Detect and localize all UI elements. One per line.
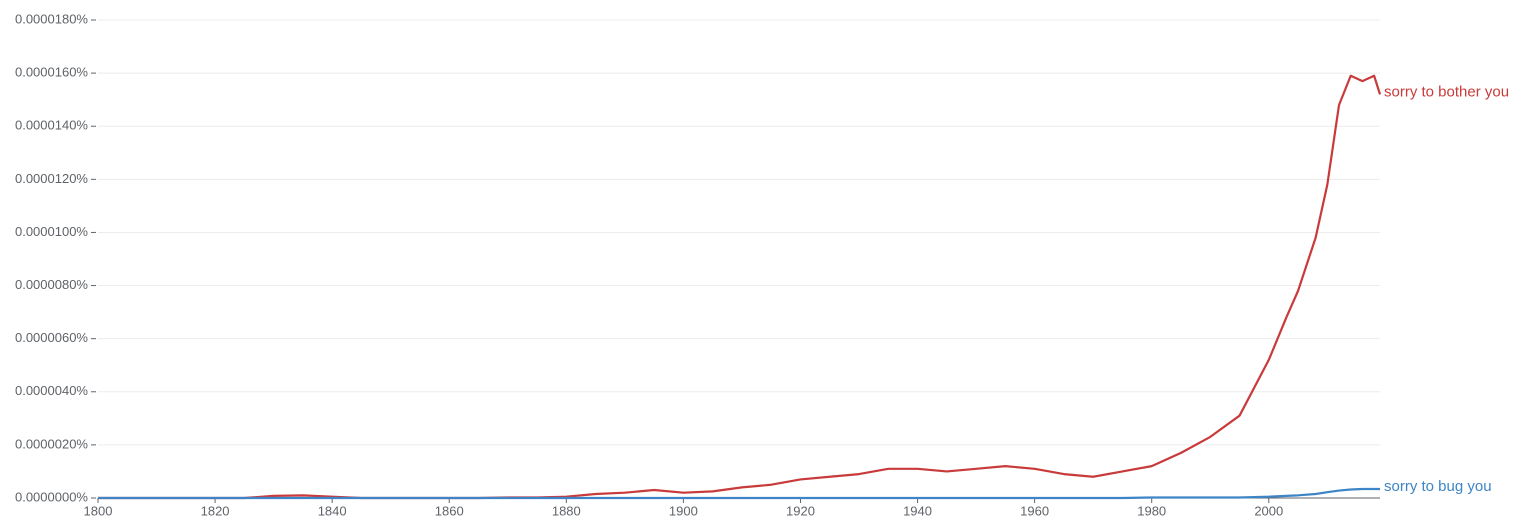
x-tick-label: 1880 [552,503,581,518]
y-tick-label: 0.0000060% [15,330,88,345]
x-tick-label: 1900 [669,503,698,518]
x-tick-label: 1840 [318,503,347,518]
series-label: sorry to bother you [1384,83,1509,100]
x-tick-label: 1960 [1020,503,1049,518]
y-tick-label: 0.0000180% [15,11,88,26]
y-tick-label: 0.0000080% [15,277,88,292]
y-tick-label: 0.0000040% [15,383,88,398]
y-tick-label: 0.0000100% [15,224,88,239]
x-tick-label: 1940 [903,503,932,518]
series-line [98,74,1382,500]
x-tick-label: 2000 [1254,503,1283,518]
x-tick-label: 1980 [1137,503,1166,518]
y-tick-label: 0.0000160% [15,65,88,80]
y-tick-label: 0.0000140% [15,118,88,133]
series-label: sorry to bug you [1384,478,1492,495]
series-line [98,487,1380,500]
x-tick-label: 1860 [435,503,464,518]
x-tick-label: 1920 [786,503,815,518]
x-tick-label: 1800 [84,503,113,518]
x-tick-label: 1820 [201,503,230,518]
y-tick-label: 0.0000120% [15,171,88,186]
y-tick-label: 0.0000020% [15,436,88,451]
y-tick-label: 0.0000000% [15,489,88,504]
